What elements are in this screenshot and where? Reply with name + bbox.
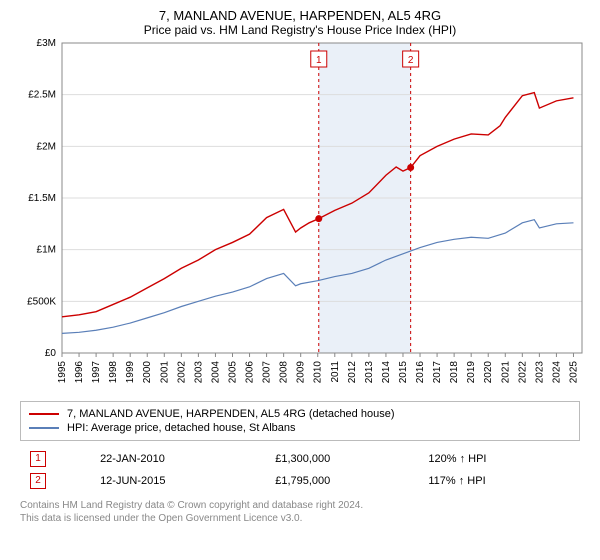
svg-text:2023: 2023 xyxy=(534,361,545,384)
svg-text:2018: 2018 xyxy=(449,361,460,384)
svg-text:2010: 2010 xyxy=(313,361,324,384)
sale-price-2: £1,795,000 xyxy=(267,471,418,491)
sale-date-1: 22-JAN-2010 xyxy=(92,449,265,469)
svg-text:£0: £0 xyxy=(45,348,57,359)
chart-svg: £0£500K£1M£1.5M£2M£2.5M£3M19951996199719… xyxy=(22,43,582,393)
svg-text:2024: 2024 xyxy=(551,361,562,384)
svg-text:1996: 1996 xyxy=(74,361,85,384)
svg-text:2007: 2007 xyxy=(262,361,273,384)
svg-text:2006: 2006 xyxy=(245,361,256,384)
svg-text:1999: 1999 xyxy=(125,361,136,384)
svg-text:1998: 1998 xyxy=(108,361,119,384)
svg-text:2012: 2012 xyxy=(347,361,358,384)
svg-text:2008: 2008 xyxy=(279,361,290,384)
svg-text:2005: 2005 xyxy=(227,361,238,384)
legend-swatch-0 xyxy=(29,413,59,415)
sale-price-1: £1,300,000 xyxy=(267,449,418,469)
legend-item: HPI: Average price, detached house, St A… xyxy=(29,422,571,434)
svg-text:2002: 2002 xyxy=(176,361,187,384)
chart-title: 7, MANLAND AVENUE, HARPENDEN, AL5 4RG xyxy=(10,8,590,23)
legend-swatch-1 xyxy=(29,427,59,429)
svg-text:1: 1 xyxy=(316,55,322,66)
svg-text:1995: 1995 xyxy=(57,361,68,384)
sale-date-2: 12-JUN-2015 xyxy=(92,471,265,491)
svg-text:2022: 2022 xyxy=(517,361,528,384)
svg-text:2015: 2015 xyxy=(398,361,409,384)
table-row: 2 12-JUN-2015 £1,795,000 117% ↑ HPI xyxy=(22,471,578,491)
svg-text:2003: 2003 xyxy=(193,361,204,384)
svg-text:£1.5M: £1.5M xyxy=(28,193,56,204)
sale-marker-2: 2 xyxy=(30,473,46,489)
svg-text:2004: 2004 xyxy=(210,361,221,384)
footer: Contains HM Land Registry data © Crown c… xyxy=(20,499,580,525)
svg-text:£2M: £2M xyxy=(37,141,56,152)
sale-marker-1: 1 xyxy=(30,451,46,467)
svg-text:2025: 2025 xyxy=(568,361,579,384)
svg-text:2016: 2016 xyxy=(415,361,426,384)
table-row: 1 22-JAN-2010 £1,300,000 120% ↑ HPI xyxy=(22,449,578,469)
svg-text:2013: 2013 xyxy=(364,361,375,384)
chart-subtitle: Price paid vs. HM Land Registry's House … xyxy=(10,23,590,37)
footer-line-2: This data is licensed under the Open Gov… xyxy=(20,512,580,525)
svg-text:2009: 2009 xyxy=(296,361,307,384)
legend: 7, MANLAND AVENUE, HARPENDEN, AL5 4RG (d… xyxy=(20,401,580,441)
legend-label-1: HPI: Average price, detached house, St A… xyxy=(67,422,296,434)
legend-label-0: 7, MANLAND AVENUE, HARPENDEN, AL5 4RG (d… xyxy=(67,408,395,420)
svg-text:2021: 2021 xyxy=(500,361,511,384)
sale-pct-2: 117% ↑ HPI xyxy=(420,471,578,491)
sale-pct-1: 120% ↑ HPI xyxy=(420,449,578,469)
svg-text:2020: 2020 xyxy=(483,361,494,384)
svg-text:2000: 2000 xyxy=(142,361,153,384)
svg-text:£3M: £3M xyxy=(37,38,56,49)
svg-text:2001: 2001 xyxy=(159,361,170,384)
chart-area: £0£500K£1M£1.5M£2M£2.5M£3M19951996199719… xyxy=(22,43,582,393)
svg-text:2: 2 xyxy=(408,55,414,66)
sales-table: 1 22-JAN-2010 £1,300,000 120% ↑ HPI 2 12… xyxy=(20,447,580,493)
chart-container: { "title": "7, MANLAND AVENUE, HARPENDEN… xyxy=(0,0,600,560)
svg-text:2011: 2011 xyxy=(330,361,341,383)
svg-text:£2.5M: £2.5M xyxy=(28,90,56,101)
svg-text:1997: 1997 xyxy=(91,361,102,384)
svg-text:2019: 2019 xyxy=(466,361,477,384)
footer-line-1: Contains HM Land Registry data © Crown c… xyxy=(20,499,580,512)
svg-text:2017: 2017 xyxy=(432,361,443,384)
legend-item: 7, MANLAND AVENUE, HARPENDEN, AL5 4RG (d… xyxy=(29,408,571,420)
svg-text:£1M: £1M xyxy=(37,245,56,256)
svg-text:2014: 2014 xyxy=(381,361,392,384)
svg-text:£500K: £500K xyxy=(27,296,56,307)
